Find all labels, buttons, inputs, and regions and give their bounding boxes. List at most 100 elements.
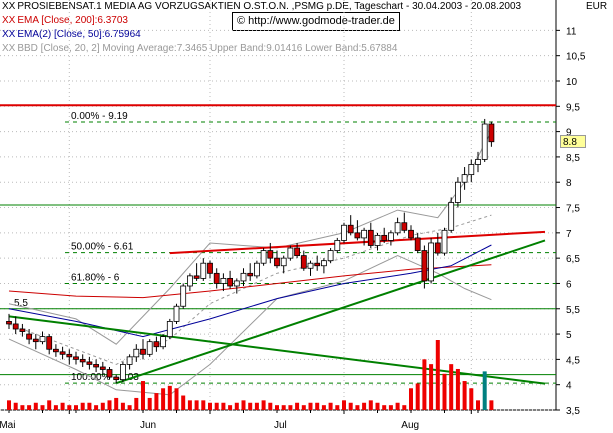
- candle-body: [6, 321, 12, 325]
- fib-label: 50.00% - 6.61: [71, 242, 134, 253]
- candle-body: [173, 305, 180, 322]
- candle-body: [347, 224, 354, 234]
- candle-body: [468, 164, 475, 176]
- candle-body: [126, 356, 133, 365]
- candle-body: [454, 181, 461, 203]
- support-trendline: [8, 315, 546, 385]
- candle-body: [200, 262, 207, 279]
- bollinger-moving-average: [8, 214, 492, 365]
- candle-body: [59, 351, 66, 355]
- volume-bar: [120, 402, 125, 410]
- volume-bar: [261, 400, 266, 410]
- fib-label: 100.00% - 4.03: [71, 372, 139, 383]
- candle-body: [220, 277, 227, 284]
- candle-body: [79, 358, 86, 363]
- y-tick-label: 9: [566, 128, 572, 139]
- candle-body: [213, 272, 220, 284]
- month-label: Jul: [274, 420, 287, 431]
- candle-body: [294, 247, 301, 257]
- volume-bar: [214, 402, 219, 410]
- candle-body: [327, 250, 334, 262]
- volume-bar: [328, 402, 333, 410]
- y-tick-label: 6,5: [566, 254, 580, 265]
- volume-bar: [254, 402, 259, 410]
- volume-bar: [7, 400, 11, 410]
- volume-bar: [482, 371, 487, 410]
- candle-body: [140, 348, 146, 355]
- volume-bar: [442, 373, 447, 410]
- candle-body: [361, 229, 368, 239]
- volume-bar: [395, 402, 400, 410]
- candle-body: [428, 242, 435, 282]
- volume-bar: [60, 402, 65, 410]
- volume-bar: [154, 393, 159, 410]
- volume-bar: [402, 405, 407, 410]
- y-tick-label: 8: [566, 178, 572, 189]
- volume-bar: [355, 405, 360, 410]
- y-tick-label: 4: [566, 381, 572, 392]
- volume-bar: [415, 383, 420, 410]
- volume-bar: [288, 405, 293, 410]
- series-marker: XX: [2, 1, 16, 12]
- candle-body: [120, 364, 126, 381]
- volume-bar: [375, 402, 380, 410]
- volume-bar: [74, 405, 78, 410]
- volume-bar: [13, 402, 18, 410]
- volume-bar: [147, 397, 152, 410]
- candle-body: [26, 333, 33, 340]
- candle-body: [153, 341, 160, 348]
- volume-bar: [275, 405, 279, 410]
- candle-body: [53, 348, 59, 353]
- month-label: Aug: [401, 420, 419, 431]
- y-tick-label: 5,5: [566, 305, 580, 316]
- volume-bar: [187, 400, 192, 410]
- candle-body: [334, 240, 341, 251]
- level-label: 5.5: [14, 298, 28, 309]
- ema200-label: EMA [Close, 200]:6.3703: [17, 15, 128, 26]
- volume-bar: [429, 364, 434, 410]
- candle-body: [300, 255, 307, 269]
- candle-body: [19, 328, 26, 332]
- candle-body: [86, 361, 93, 365]
- candle-body: [207, 262, 213, 274]
- candle-body: [260, 250, 267, 264]
- fib-label: 0.00% - 9.19: [71, 111, 128, 122]
- series-marker: XX: [2, 15, 16, 26]
- volume-bar: [382, 405, 387, 410]
- candle-body: [166, 321, 173, 338]
- candle-body: [287, 247, 294, 259]
- volume-bar: [47, 400, 52, 410]
- y-tick-label: 7: [566, 229, 572, 240]
- volume-bar: [27, 405, 32, 410]
- volume-bar: [489, 400, 494, 410]
- y-tick-label: 6: [566, 279, 572, 290]
- y-tick-label: 8,5: [566, 153, 580, 164]
- candle-body: [414, 237, 421, 251]
- candle-body: [66, 353, 73, 358]
- candle-body: [160, 336, 167, 348]
- candle-body: [367, 229, 374, 246]
- volume-bar: [94, 405, 99, 410]
- candle-body: [267, 250, 274, 259]
- candle-body: [146, 341, 153, 355]
- volume-bar: [422, 359, 427, 410]
- candle-body: [421, 250, 428, 282]
- currency-label: EUR: [586, 1, 608, 12]
- volume-bar: [469, 388, 474, 410]
- candle-body: [314, 262, 321, 267]
- volume-bar: [248, 402, 253, 410]
- volume-bar: [409, 388, 413, 410]
- candle-body: [374, 234, 381, 246]
- volume-bar: [308, 402, 313, 410]
- volume-bar: [174, 388, 179, 410]
- candle-body: [441, 229, 448, 254]
- volume-bar: [167, 385, 172, 410]
- y-tick-label: 10: [566, 77, 578, 88]
- candle-body: [280, 257, 287, 267]
- volume-bar: [134, 397, 139, 410]
- candle-body: [113, 376, 120, 381]
- y-tick-label: 7,5: [566, 204, 580, 215]
- last-price-marker: 8.8: [560, 134, 586, 148]
- volume-bar: [234, 402, 239, 410]
- volume-bar: [368, 400, 373, 410]
